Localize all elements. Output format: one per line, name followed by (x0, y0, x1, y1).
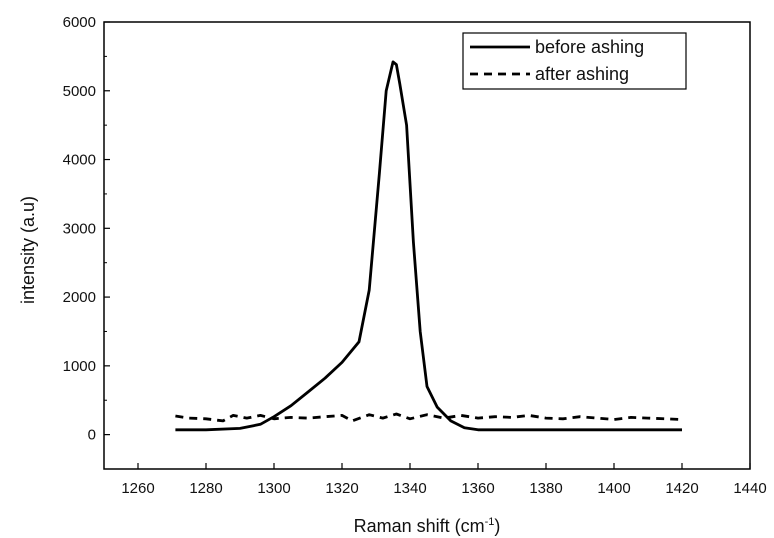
x-tick-label: 1440 (733, 480, 766, 497)
x-tick-label: 1280 (189, 480, 222, 497)
x-tick-label: 1260 (121, 480, 154, 497)
x-tick-label: 1340 (393, 480, 426, 497)
y-axis-title: intensity (a.u) (18, 196, 38, 304)
plot-frame (103, 21, 751, 470)
x-axis: 1260 1280 1300 1320 1340 1360 1380 1400 1420 1440 (121, 463, 767, 497)
legend-label-before: before ashing (535, 37, 644, 57)
series-layer (175, 60, 683, 432)
y-tick-label: 6000 (63, 14, 96, 31)
x-tick-label: 1360 (461, 480, 494, 497)
x-tick-label: 1300 (257, 480, 290, 497)
y-tick-label: 5000 (63, 83, 96, 100)
x-axis-title: Raman shift (cm-1) (354, 516, 501, 536)
series-line-after-ashing (175, 412, 683, 423)
legend: before ashing after ashing (462, 32, 687, 90)
y-tick-label: 4000 (63, 152, 96, 169)
y-tick-label: 2000 (63, 289, 96, 306)
legend-box (462, 32, 687, 90)
y-tick-label: 1000 (63, 358, 96, 375)
y-axis: 0 1000 2000 3000 4000 5000 6000 (63, 14, 110, 470)
x-tick-label: 1380 (529, 480, 562, 497)
y-tick-label: 0 (88, 427, 96, 444)
x-tick-label: 1420 (665, 480, 698, 497)
legend-label-after: after ashing (535, 64, 629, 84)
x-tick-label: 1400 (597, 480, 630, 497)
y-tick-label: 3000 (63, 220, 96, 237)
series-line-before-ashing (175, 60, 682, 432)
x-tick-label: 1320 (325, 480, 358, 497)
